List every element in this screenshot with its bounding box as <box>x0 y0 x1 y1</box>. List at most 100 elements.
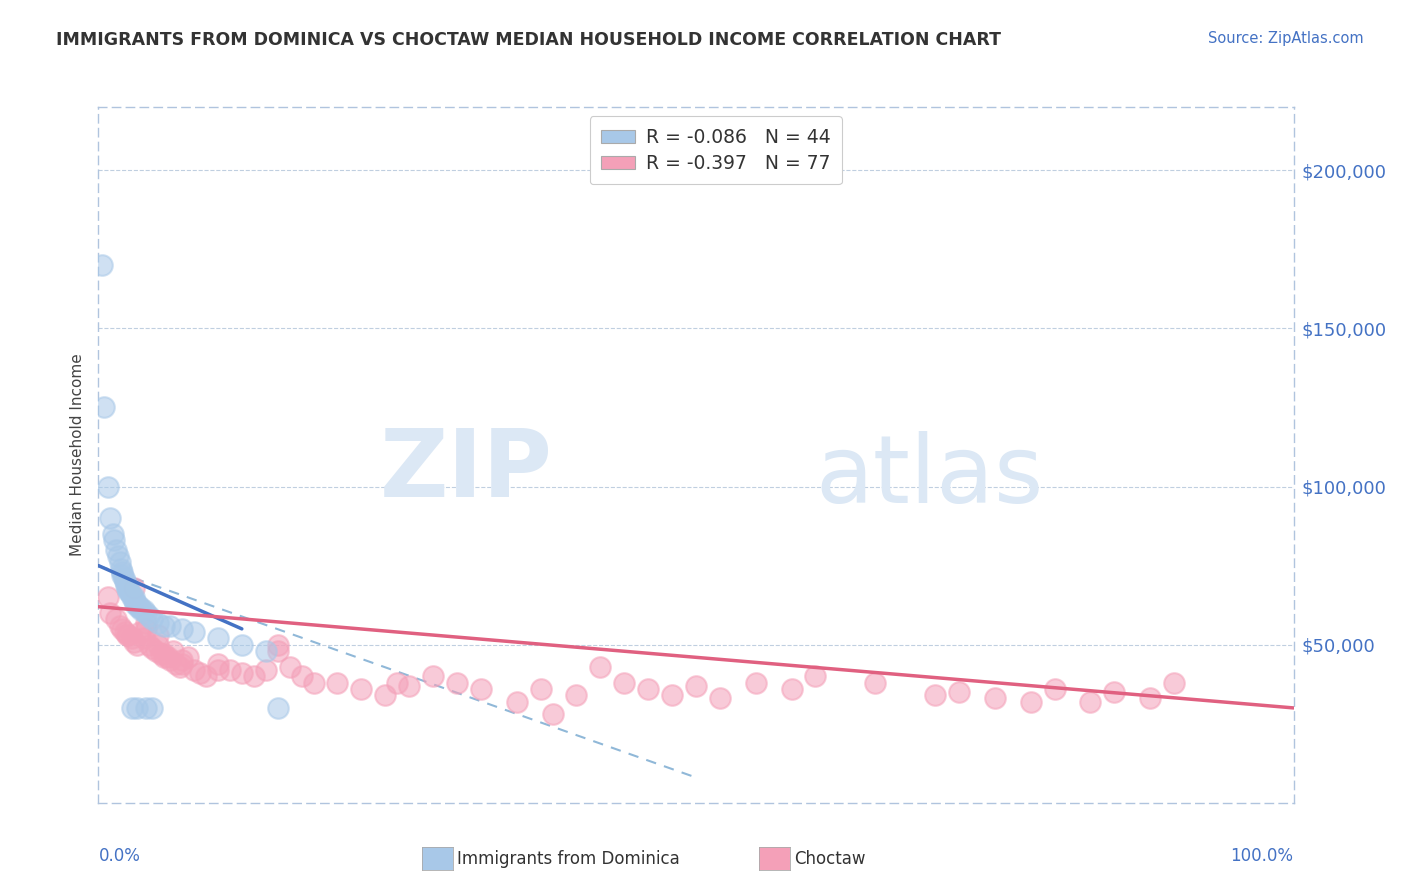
Text: IMMIGRANTS FROM DOMINICA VS CHOCTAW MEDIAN HOUSEHOLD INCOME CORRELATION CHART: IMMIGRANTS FROM DOMINICA VS CHOCTAW MEDI… <box>56 31 1001 49</box>
Point <box>129 599 152 614</box>
Point <box>159 653 181 667</box>
Point <box>105 612 128 626</box>
Point <box>685 679 707 693</box>
Point <box>169 660 191 674</box>
Point <box>278 660 301 674</box>
Point <box>267 701 290 715</box>
Point <box>131 603 153 617</box>
Point <box>93 401 115 415</box>
Point <box>129 625 152 640</box>
Point <box>183 625 205 640</box>
Point <box>541 707 564 722</box>
Point <box>398 679 420 693</box>
Point <box>111 622 134 636</box>
Point <box>207 657 229 671</box>
Point <box>1163 675 1185 690</box>
Point <box>529 681 551 696</box>
Point <box>114 625 136 640</box>
Text: 0.0%: 0.0% <box>98 847 141 865</box>
Point <box>141 701 163 715</box>
Point <box>114 574 136 589</box>
Point <box>267 644 290 658</box>
Point <box>804 669 827 683</box>
Point <box>374 688 396 702</box>
Point <box>124 597 146 611</box>
Point <box>207 663 229 677</box>
Point <box>120 587 142 601</box>
Point <box>148 615 170 630</box>
Text: Immigrants from Dominica: Immigrants from Dominica <box>457 849 679 868</box>
Point <box>709 691 731 706</box>
Point <box>172 653 194 667</box>
Point <box>105 542 128 557</box>
Point <box>111 568 134 582</box>
Point <box>188 666 211 681</box>
Point <box>121 701 143 715</box>
Point <box>97 591 120 605</box>
Legend: R = -0.086   N = 44, R = -0.397   N = 77: R = -0.086 N = 44, R = -0.397 N = 77 <box>589 117 842 185</box>
Point <box>1139 691 1161 706</box>
Point <box>125 638 148 652</box>
Point <box>506 695 529 709</box>
Point <box>101 527 124 541</box>
Point <box>125 701 148 715</box>
Point <box>637 681 659 696</box>
Point <box>97 479 120 493</box>
Point <box>267 638 290 652</box>
Point <box>132 603 155 617</box>
Point <box>984 691 1007 706</box>
Point <box>108 556 131 570</box>
Point <box>302 675 325 690</box>
Point <box>118 583 141 598</box>
Point <box>243 669 266 683</box>
Point <box>127 599 149 614</box>
Point <box>145 644 167 658</box>
Point <box>138 609 160 624</box>
Point <box>98 511 122 525</box>
Point <box>115 628 138 642</box>
Text: 100.0%: 100.0% <box>1230 847 1294 865</box>
Y-axis label: Median Household Income: Median Household Income <box>70 353 86 557</box>
Point <box>470 681 492 696</box>
Point <box>110 562 132 576</box>
Point <box>148 628 170 642</box>
Point <box>326 675 349 690</box>
Point <box>254 663 277 677</box>
Point <box>103 533 125 548</box>
Point <box>153 618 176 632</box>
Point <box>111 565 134 579</box>
Point <box>165 657 187 671</box>
Point <box>231 638 253 652</box>
Point <box>231 666 253 681</box>
Point <box>117 583 139 598</box>
Point <box>290 669 312 683</box>
Point <box>115 581 138 595</box>
Point <box>254 644 277 658</box>
Point <box>124 634 146 648</box>
Point <box>112 571 135 585</box>
Point <box>125 597 148 611</box>
Text: atlas: atlas <box>815 431 1043 523</box>
Text: ZIP: ZIP <box>380 425 553 516</box>
Point <box>924 688 946 702</box>
Point <box>115 577 138 591</box>
Point <box>219 663 242 677</box>
Point <box>121 632 143 646</box>
Point <box>108 618 131 632</box>
Point <box>162 644 184 658</box>
Point <box>135 622 157 636</box>
Text: Choctaw: Choctaw <box>794 849 866 868</box>
Point <box>121 591 143 605</box>
Point <box>661 688 683 702</box>
Point <box>350 681 373 696</box>
Point <box>135 615 157 630</box>
Point <box>172 622 194 636</box>
Point <box>138 638 160 652</box>
Point <box>613 675 636 690</box>
Point <box>194 669 218 683</box>
Point <box>117 628 139 642</box>
Point <box>124 593 146 607</box>
Point <box>149 647 172 661</box>
Point <box>183 663 205 677</box>
Point <box>1043 681 1066 696</box>
